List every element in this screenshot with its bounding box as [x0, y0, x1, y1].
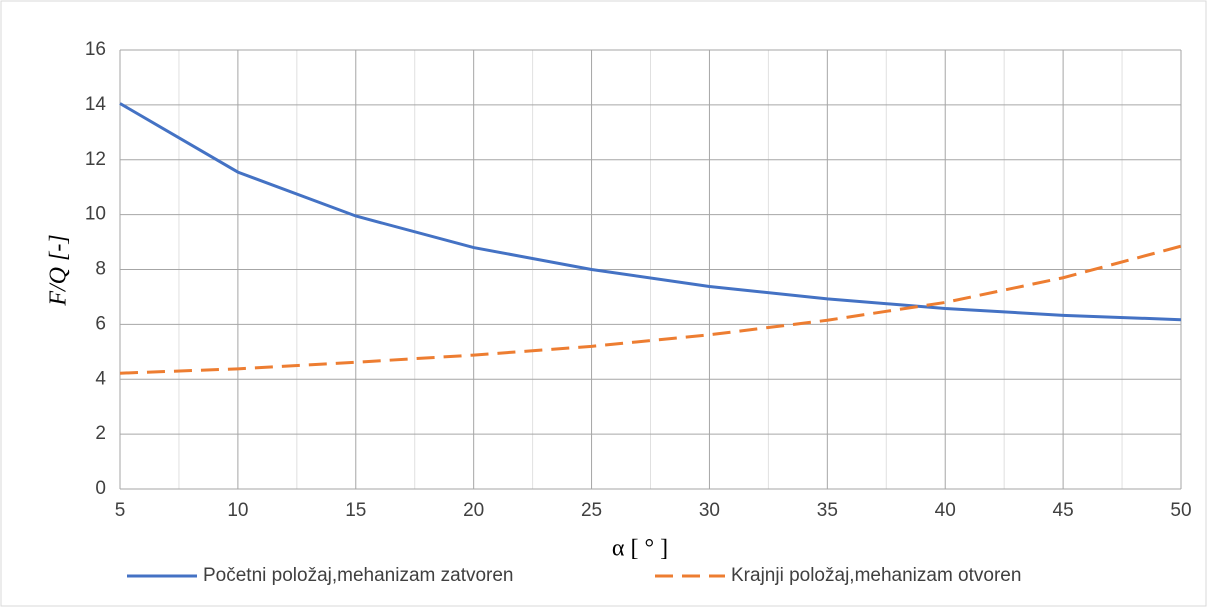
y-tick-label: 6 [95, 313, 106, 334]
y-axis-label: F/Q [-] [46, 234, 72, 306]
x-tick-label: 5 [115, 500, 126, 521]
y-tick-label: 16 [85, 39, 106, 60]
legend-label: Krajnji položaj,mehanizam otvoren [731, 565, 1021, 586]
x-tick-label: 45 [1053, 500, 1074, 521]
y-tick-label: 12 [85, 149, 106, 170]
y-tick-label: 10 [85, 204, 106, 225]
x-tick-label: 10 [227, 500, 248, 521]
x-tick-label: 15 [345, 500, 366, 521]
y-tick-label: 14 [85, 94, 107, 115]
series-line [119, 244, 1182, 375]
y-tick-label: 8 [95, 259, 106, 280]
x-tick-label: 40 [935, 500, 956, 521]
x-axis-label: α [ ° ] [612, 536, 668, 562]
x-tick-label: 50 [1170, 500, 1191, 521]
x-tick-label: 20 [463, 500, 484, 521]
y-tick-label: 2 [95, 423, 106, 444]
y-tick-label: 0 [95, 478, 106, 499]
legend-label: Početni položaj,mehanizam zatvoren [203, 565, 514, 586]
x-tick-label: 30 [699, 500, 720, 521]
x-tick-label: 25 [581, 500, 602, 521]
series-line [119, 102, 1182, 322]
y-tick-label: 4 [95, 368, 106, 389]
x-tick-label: 35 [817, 500, 838, 521]
